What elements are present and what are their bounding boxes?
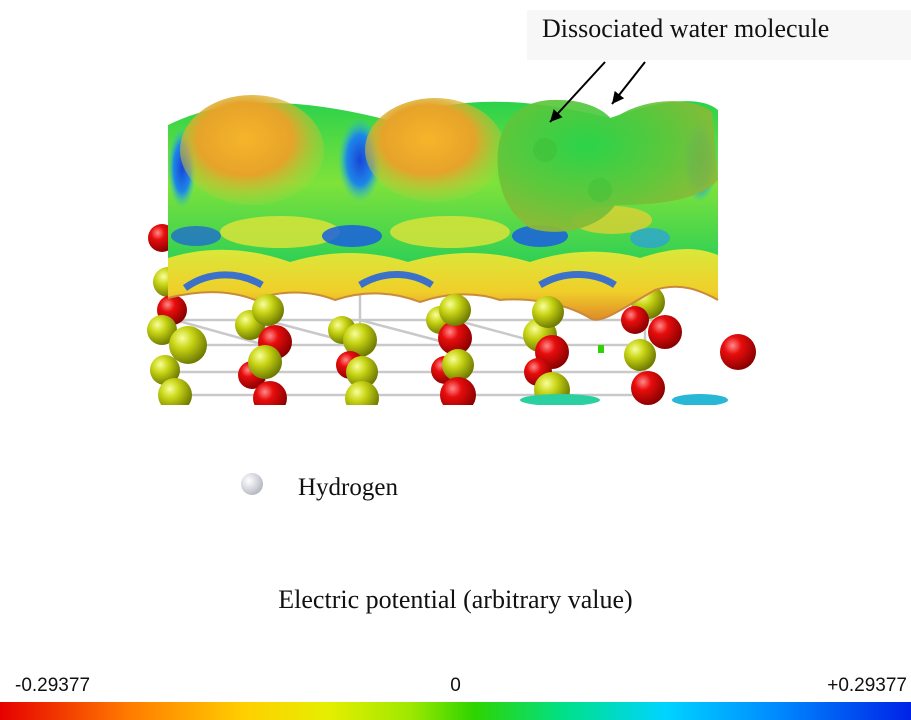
- colorbar-mid-label: 0: [450, 675, 461, 696]
- colorbar-title: Electric potential (arbitrary value): [278, 585, 633, 614]
- atoms-front: [252, 294, 564, 328]
- electric-potential-surface: [168, 95, 718, 265]
- arrow-2: [611, 61, 646, 105]
- annotation-box: [527, 10, 911, 60]
- arrow-1: [549, 61, 606, 123]
- hydrogen-atom-icon: [241, 473, 263, 495]
- colorbar-min-label: -0.29377: [15, 675, 91, 696]
- colorbar-max-label: +0.29377: [827, 675, 907, 696]
- legend-label: Hydrogen: [298, 474, 398, 501]
- annotation-label: Dissociated water molecule: [542, 14, 830, 43]
- colorbar: [0, 702, 911, 720]
